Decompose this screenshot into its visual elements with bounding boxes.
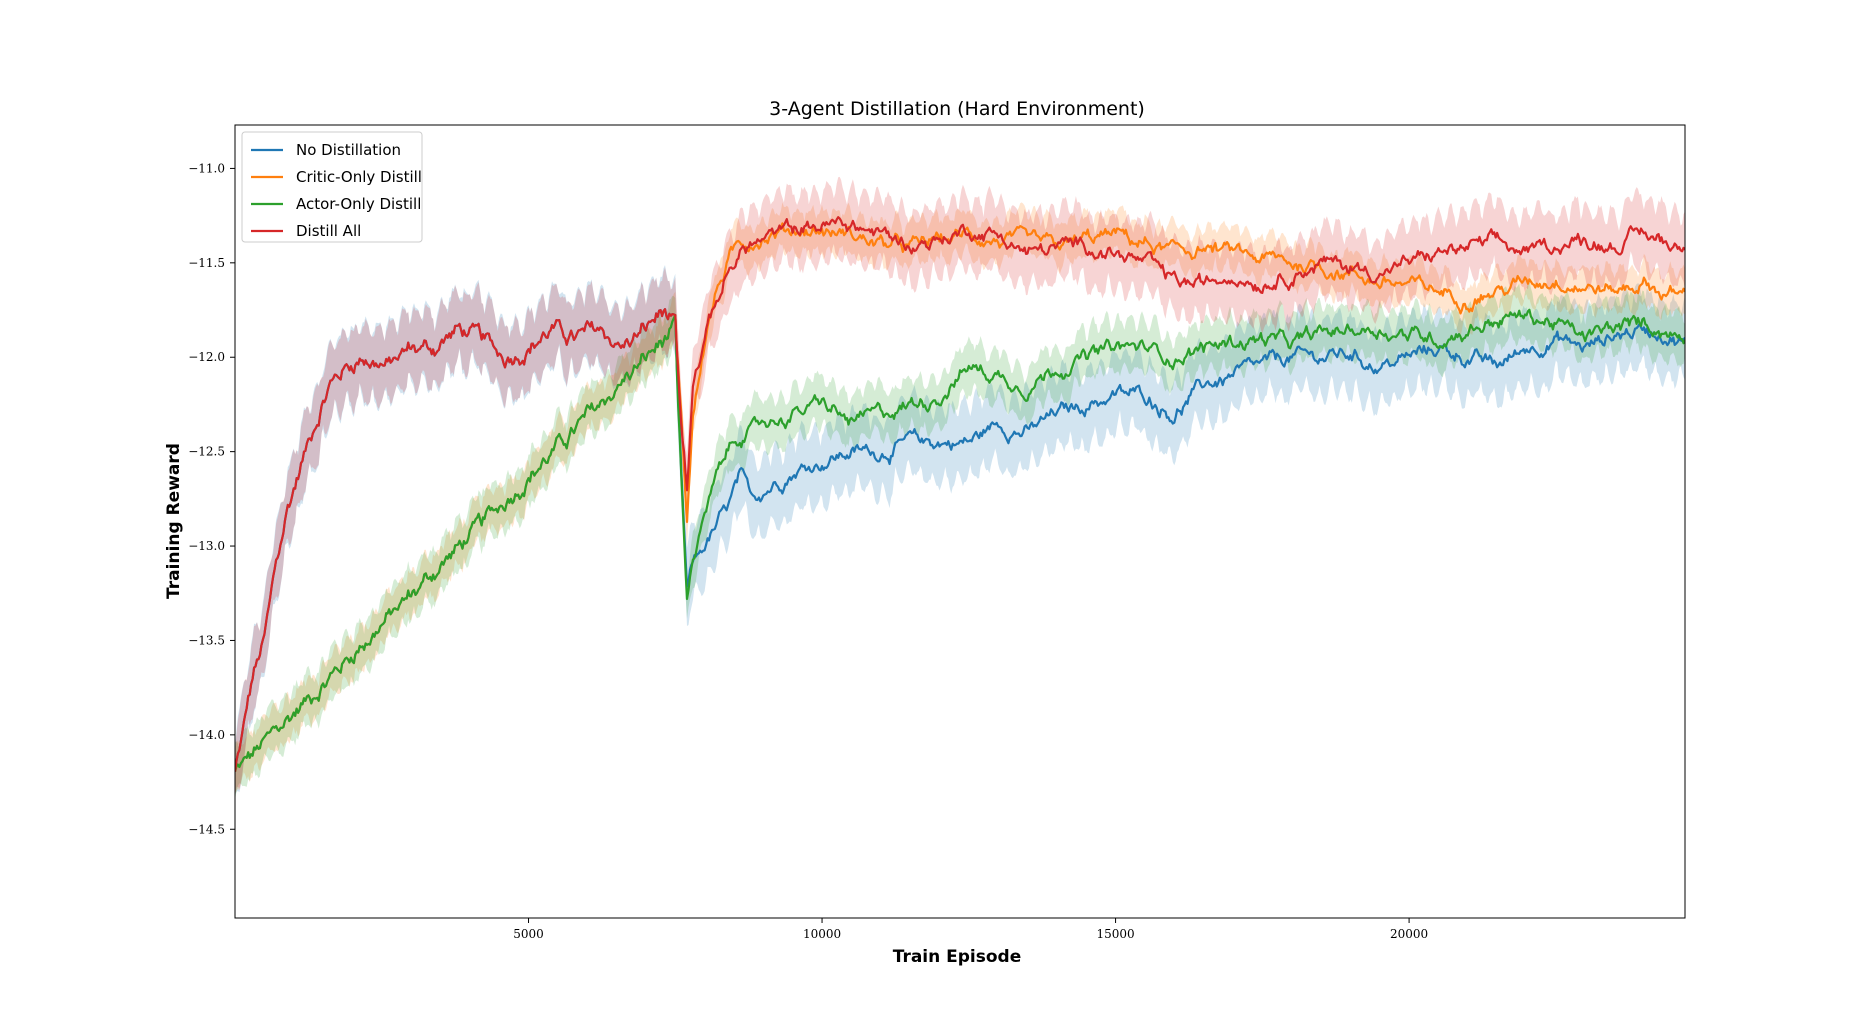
x-axis-ticks: 5000 10000 15000 20000 bbox=[513, 918, 1428, 941]
y-tick-label: −12.5 bbox=[188, 445, 225, 459]
x-axis-label: Train Episode bbox=[893, 947, 1022, 967]
legend: No Distillation Critic-Only Distill Actor-… bbox=[241, 131, 423, 243]
y-tick-label: −13.0 bbox=[188, 539, 225, 553]
y-tick-label: −11.5 bbox=[188, 256, 225, 270]
y-axis-ticks: −11.0 −11.5 −12.0 −12.5 −13.0 −13.5 −14.0 −14.5 bbox=[188, 161, 235, 836]
legend-label: No Distillation bbox=[296, 141, 401, 159]
chart-title: 3-Agent Distillation (Hard Environment) bbox=[769, 98, 1145, 120]
confidence-band-actor-only-distill bbox=[235, 280, 1685, 800]
x-tick-label: 20000 bbox=[1390, 927, 1428, 941]
y-tick-label: −12.0 bbox=[188, 350, 225, 364]
confidence-band-critic-only-distill bbox=[235, 202, 1685, 795]
y-tick-label: −14.5 bbox=[188, 822, 225, 836]
confidence-bands bbox=[235, 176, 1685, 800]
y-axis-label: Training Reward bbox=[164, 443, 184, 599]
x-tick-label: 10000 bbox=[803, 927, 841, 941]
series-line-distill-all bbox=[235, 216, 1685, 772]
series-line-actor-only-distill bbox=[235, 308, 1685, 772]
legend-label: Critic-Only Distill bbox=[296, 168, 422, 186]
confidence-band-no-distillation bbox=[235, 265, 1685, 796]
plot-frame bbox=[234, 124, 1686, 919]
y-tick-label: −11.0 bbox=[188, 161, 225, 175]
series-lines bbox=[235, 216, 1685, 772]
legend-frame bbox=[241, 131, 423, 243]
confidence-band-distill-all bbox=[235, 176, 1685, 797]
legend-label: Actor-Only Distill bbox=[296, 195, 421, 213]
y-tick-label: −14.0 bbox=[188, 728, 225, 742]
x-tick-label: 5000 bbox=[513, 927, 544, 941]
x-tick-label: 15000 bbox=[1096, 927, 1134, 941]
y-tick-label: −13.5 bbox=[188, 633, 225, 647]
legend-label: Distill All bbox=[296, 222, 361, 240]
